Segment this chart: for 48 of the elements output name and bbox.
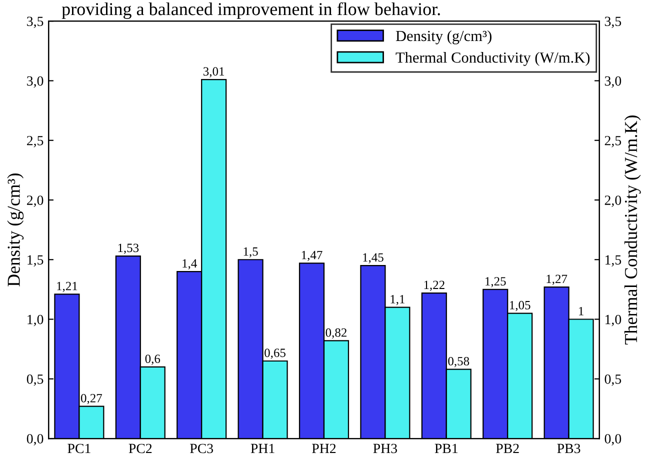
x-tick-label: PC1 (68, 444, 90, 454)
data-label: 0,6 (145, 354, 160, 365)
text: providing a balanced improvement in flow behavior. (62, 2, 440, 19)
x-tick-label: PB1 (434, 444, 458, 454)
data-label: 1,1 (390, 295, 405, 306)
y2-tick-label: 3,5 (604, 16, 622, 28)
y-tick-label: 2,0 (26, 196, 44, 207)
data-label: 0,27 (80, 394, 102, 404)
x-tick-label: PB2 (496, 444, 519, 454)
data-label: 1,45 (363, 253, 384, 264)
data-label: 1,05 (510, 300, 530, 312)
y2-tick-label: 0,0 (604, 434, 622, 446)
data-label: 1,4 (182, 259, 197, 270)
y-tick-label: 1,0 (28, 314, 44, 326)
x-tick-label: PC2 (128, 444, 152, 454)
data-label: 1,5 (244, 247, 258, 258)
y2-tick-label: 3,0 (604, 76, 622, 88)
data-label: 0,65 (264, 348, 286, 359)
data-label: 1,22 (424, 280, 444, 291)
y-tick-label: 3,0 (27, 76, 44, 88)
y-tick-label: 2,5 (26, 136, 44, 148)
data-label: 1,25 (486, 277, 506, 288)
y-axis-title: Density (g/cm³) (7, 173, 24, 286)
y2-tick-label: 2,0 (604, 196, 622, 207)
y-tick-label: 3,5 (27, 16, 44, 28)
x-tick-label: PH2 (312, 444, 336, 454)
y-tick-label: 0,0 (26, 434, 44, 446)
data-label: 1,53 (118, 244, 139, 254)
legend-label: Density (g/cm³) (396, 30, 492, 44)
data-label: 3,01 (204, 67, 224, 78)
data-label: 1 (579, 306, 584, 316)
y2-tick-label: 2,5 (604, 136, 622, 148)
y2-tick-label: 0,5 (604, 374, 622, 386)
data-label: 0,58 (448, 356, 470, 368)
x-tick-label: PH3 (373, 444, 398, 454)
x-tick-label: PB3 (557, 444, 580, 454)
legend-label: Thermal Conductivity (W/m.K) (396, 52, 590, 66)
data-label: 1,27 (546, 274, 568, 285)
data-label: 1,47 (302, 250, 322, 262)
y2-tick-label: 1,5 (605, 255, 622, 267)
y-tick-label: 1,5 (28, 255, 44, 267)
x-tick-label: PH1 (250, 444, 274, 454)
data-label: 1,21 (57, 282, 78, 292)
y2-tick-label: 1,0 (605, 314, 622, 326)
x-tick-label: PC3 (190, 444, 214, 454)
data-label: 0,82 (326, 328, 346, 339)
y2-axis-title: Thermal Conductivity (W/m.K) (624, 116, 641, 345)
y-tick-label: 0,5 (26, 374, 44, 386)
